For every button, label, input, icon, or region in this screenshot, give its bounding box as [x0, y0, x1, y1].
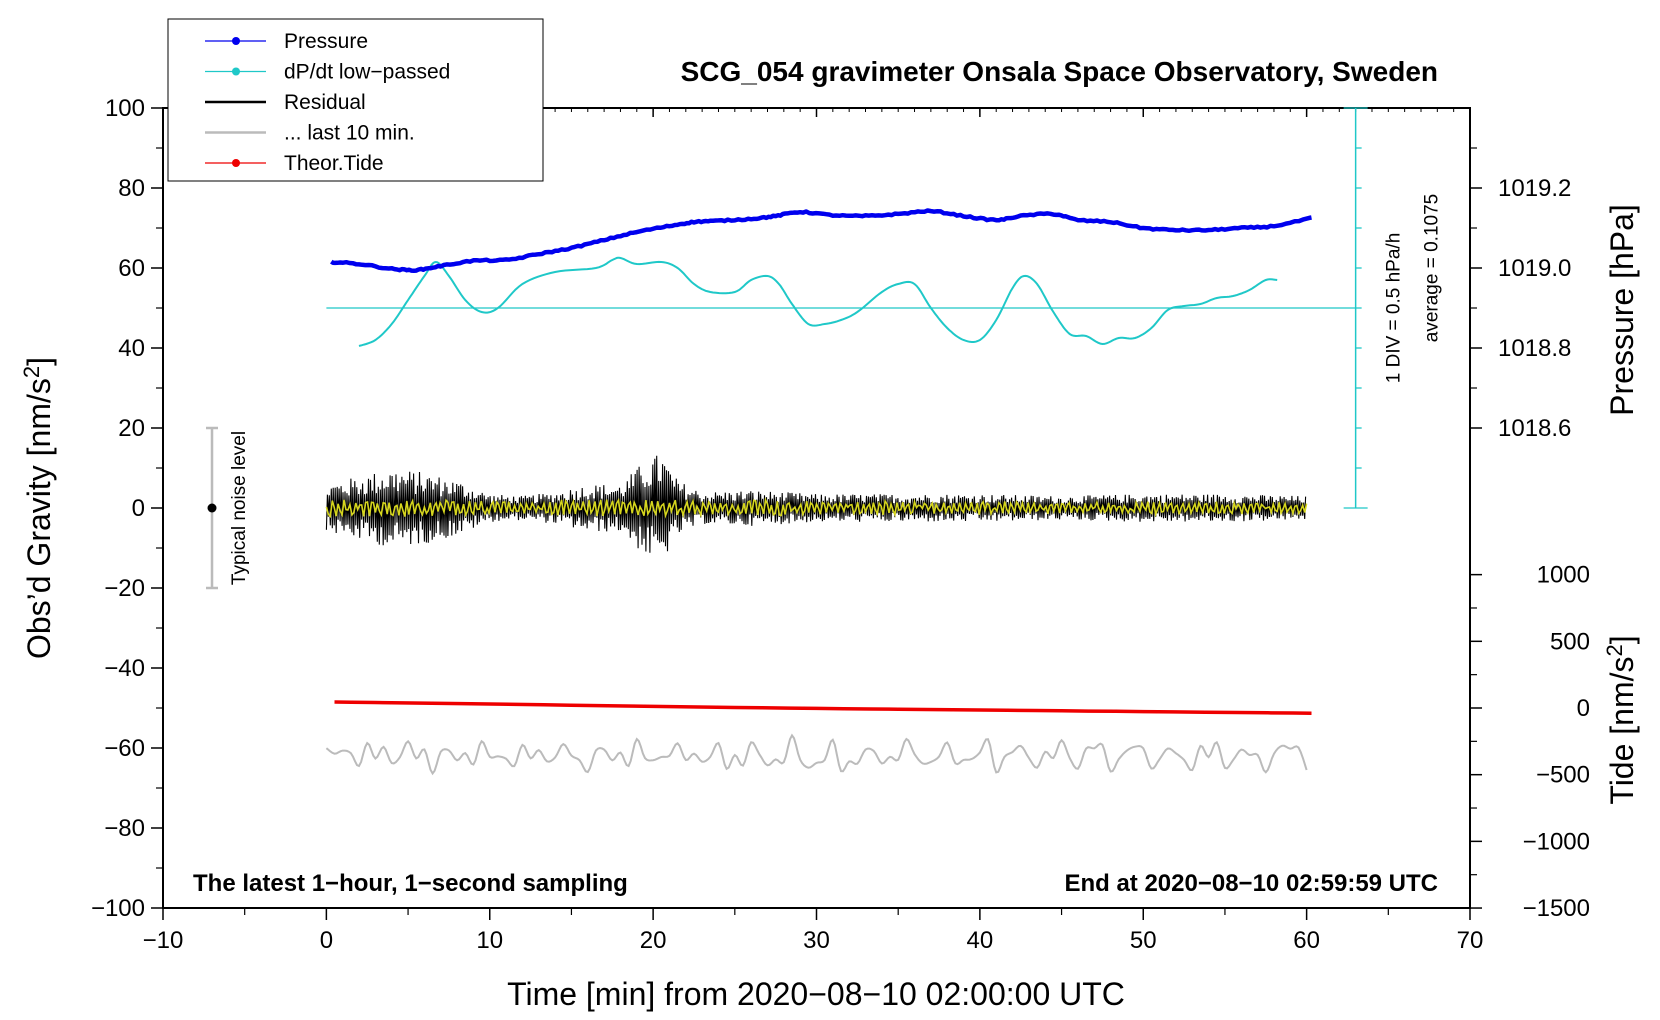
legend-marker	[232, 159, 240, 167]
last10-line	[325, 733, 1308, 776]
noise-bar-label: Typical noise level	[229, 431, 250, 585]
y-tick-label: −80	[104, 815, 145, 842]
pressure-line	[330, 208, 1312, 274]
y-axis-left-label: Obs’d Gravity [nm/s2]	[19, 357, 57, 659]
x-tick-label: 30	[803, 927, 830, 954]
legend-box	[167, 18, 544, 182]
y-axis-tide-label: Tide [nm/s2]	[1602, 635, 1640, 804]
y-tick-label: 20	[118, 415, 145, 442]
tide-tick-label: 500	[1550, 628, 1590, 655]
series-group	[325, 208, 1312, 776]
pressure-tick-label: 1019.0	[1498, 255, 1571, 282]
y-axis-left: 100 80 60 40 20 0 −20 −40 −60 −80 −100	[91, 95, 163, 922]
y-tick-label: −60	[104, 735, 145, 762]
noise-bar-dot	[207, 503, 217, 513]
y-axis-tide: 1000 500 0 −500 −1000 −1500	[1470, 562, 1590, 922]
footer-left-note: The latest 1−hour, 1−second sampling	[193, 870, 628, 897]
legend-label: dP/dt low−passed	[284, 61, 450, 84]
pressure-tick-label: 1019.2	[1498, 175, 1571, 202]
legend-marker	[232, 37, 240, 45]
x-tick-label: 10	[476, 927, 503, 954]
y-axis-pressure-label: Pressure [hPa]	[1604, 204, 1640, 416]
dpdt-average-label: average = 0.1075	[1422, 194, 1443, 342]
dpdt-line	[358, 256, 1278, 347]
y-tick-label: 60	[118, 255, 145, 282]
tide-tick-label: −500	[1536, 762, 1590, 789]
pressure-tick-label: 1018.8	[1498, 335, 1571, 362]
noise-bar: Typical noise level	[206, 426, 250, 590]
residual-smoothed-line	[325, 497, 1308, 519]
x-axis-label: Time [min] from 2020−08−10 02:00:00 UTC	[507, 976, 1125, 1012]
tide-tick-label: 1000	[1537, 562, 1590, 589]
y-tick-label: 40	[118, 335, 145, 362]
tide-tick-label: 0	[1577, 695, 1590, 722]
tide-tick-label: −1000	[1523, 828, 1590, 855]
legend: Pressure dP/dt low−passed Residual ... last…	[167, 18, 544, 182]
dpdt-scale-label: 1 DIV = 0.5 hPa/h	[1384, 233, 1405, 384]
x-tick-label: 60	[1293, 927, 1320, 954]
footer-right-note: End at 2020−08−10 02:59:59 UTC	[1064, 870, 1438, 897]
legend-label: Theor.Tide	[284, 152, 384, 175]
legend-label: Pressure	[284, 30, 368, 53]
legend-items: Pressure dP/dt low−passed Residual ... last…	[205, 30, 450, 175]
tide-tick-label: −1500	[1523, 895, 1590, 922]
legend-label: ... last 10 min.	[284, 122, 415, 145]
x-tick-label: 50	[1130, 927, 1157, 954]
dpdt-scale: 1 DIV = 0.5 hPa/h average = 0.1075	[326, 107, 1443, 509]
y-tick-label: −100	[91, 895, 145, 922]
y-tick-label: 80	[118, 175, 145, 202]
y-tick-label: 100	[105, 95, 145, 122]
chart-title: SCG_054 gravimeter Onsala Space Observat…	[681, 56, 1438, 87]
x-tick-label: 70	[1457, 927, 1484, 954]
y-tick-label: −20	[104, 575, 145, 602]
x-tick-label: 20	[640, 927, 667, 954]
x-axis: −10 0 10 20 30 40 50 60 70	[143, 108, 1484, 954]
y-axis-pressure: 1019.2 1019.0 1018.8 1018.6	[1470, 147, 1571, 442]
legend-marker	[232, 67, 240, 76]
legend-label: Residual	[284, 91, 366, 114]
x-tick-label: 0	[320, 927, 333, 954]
pressure-tick-label: 1018.6	[1498, 415, 1571, 442]
y-tick-label: 0	[132, 495, 145, 522]
tide-line	[334, 700, 1312, 715]
x-tick-label: 40	[967, 927, 994, 954]
x-tick-label: −10	[143, 927, 184, 954]
y-tick-label: −40	[104, 655, 145, 682]
